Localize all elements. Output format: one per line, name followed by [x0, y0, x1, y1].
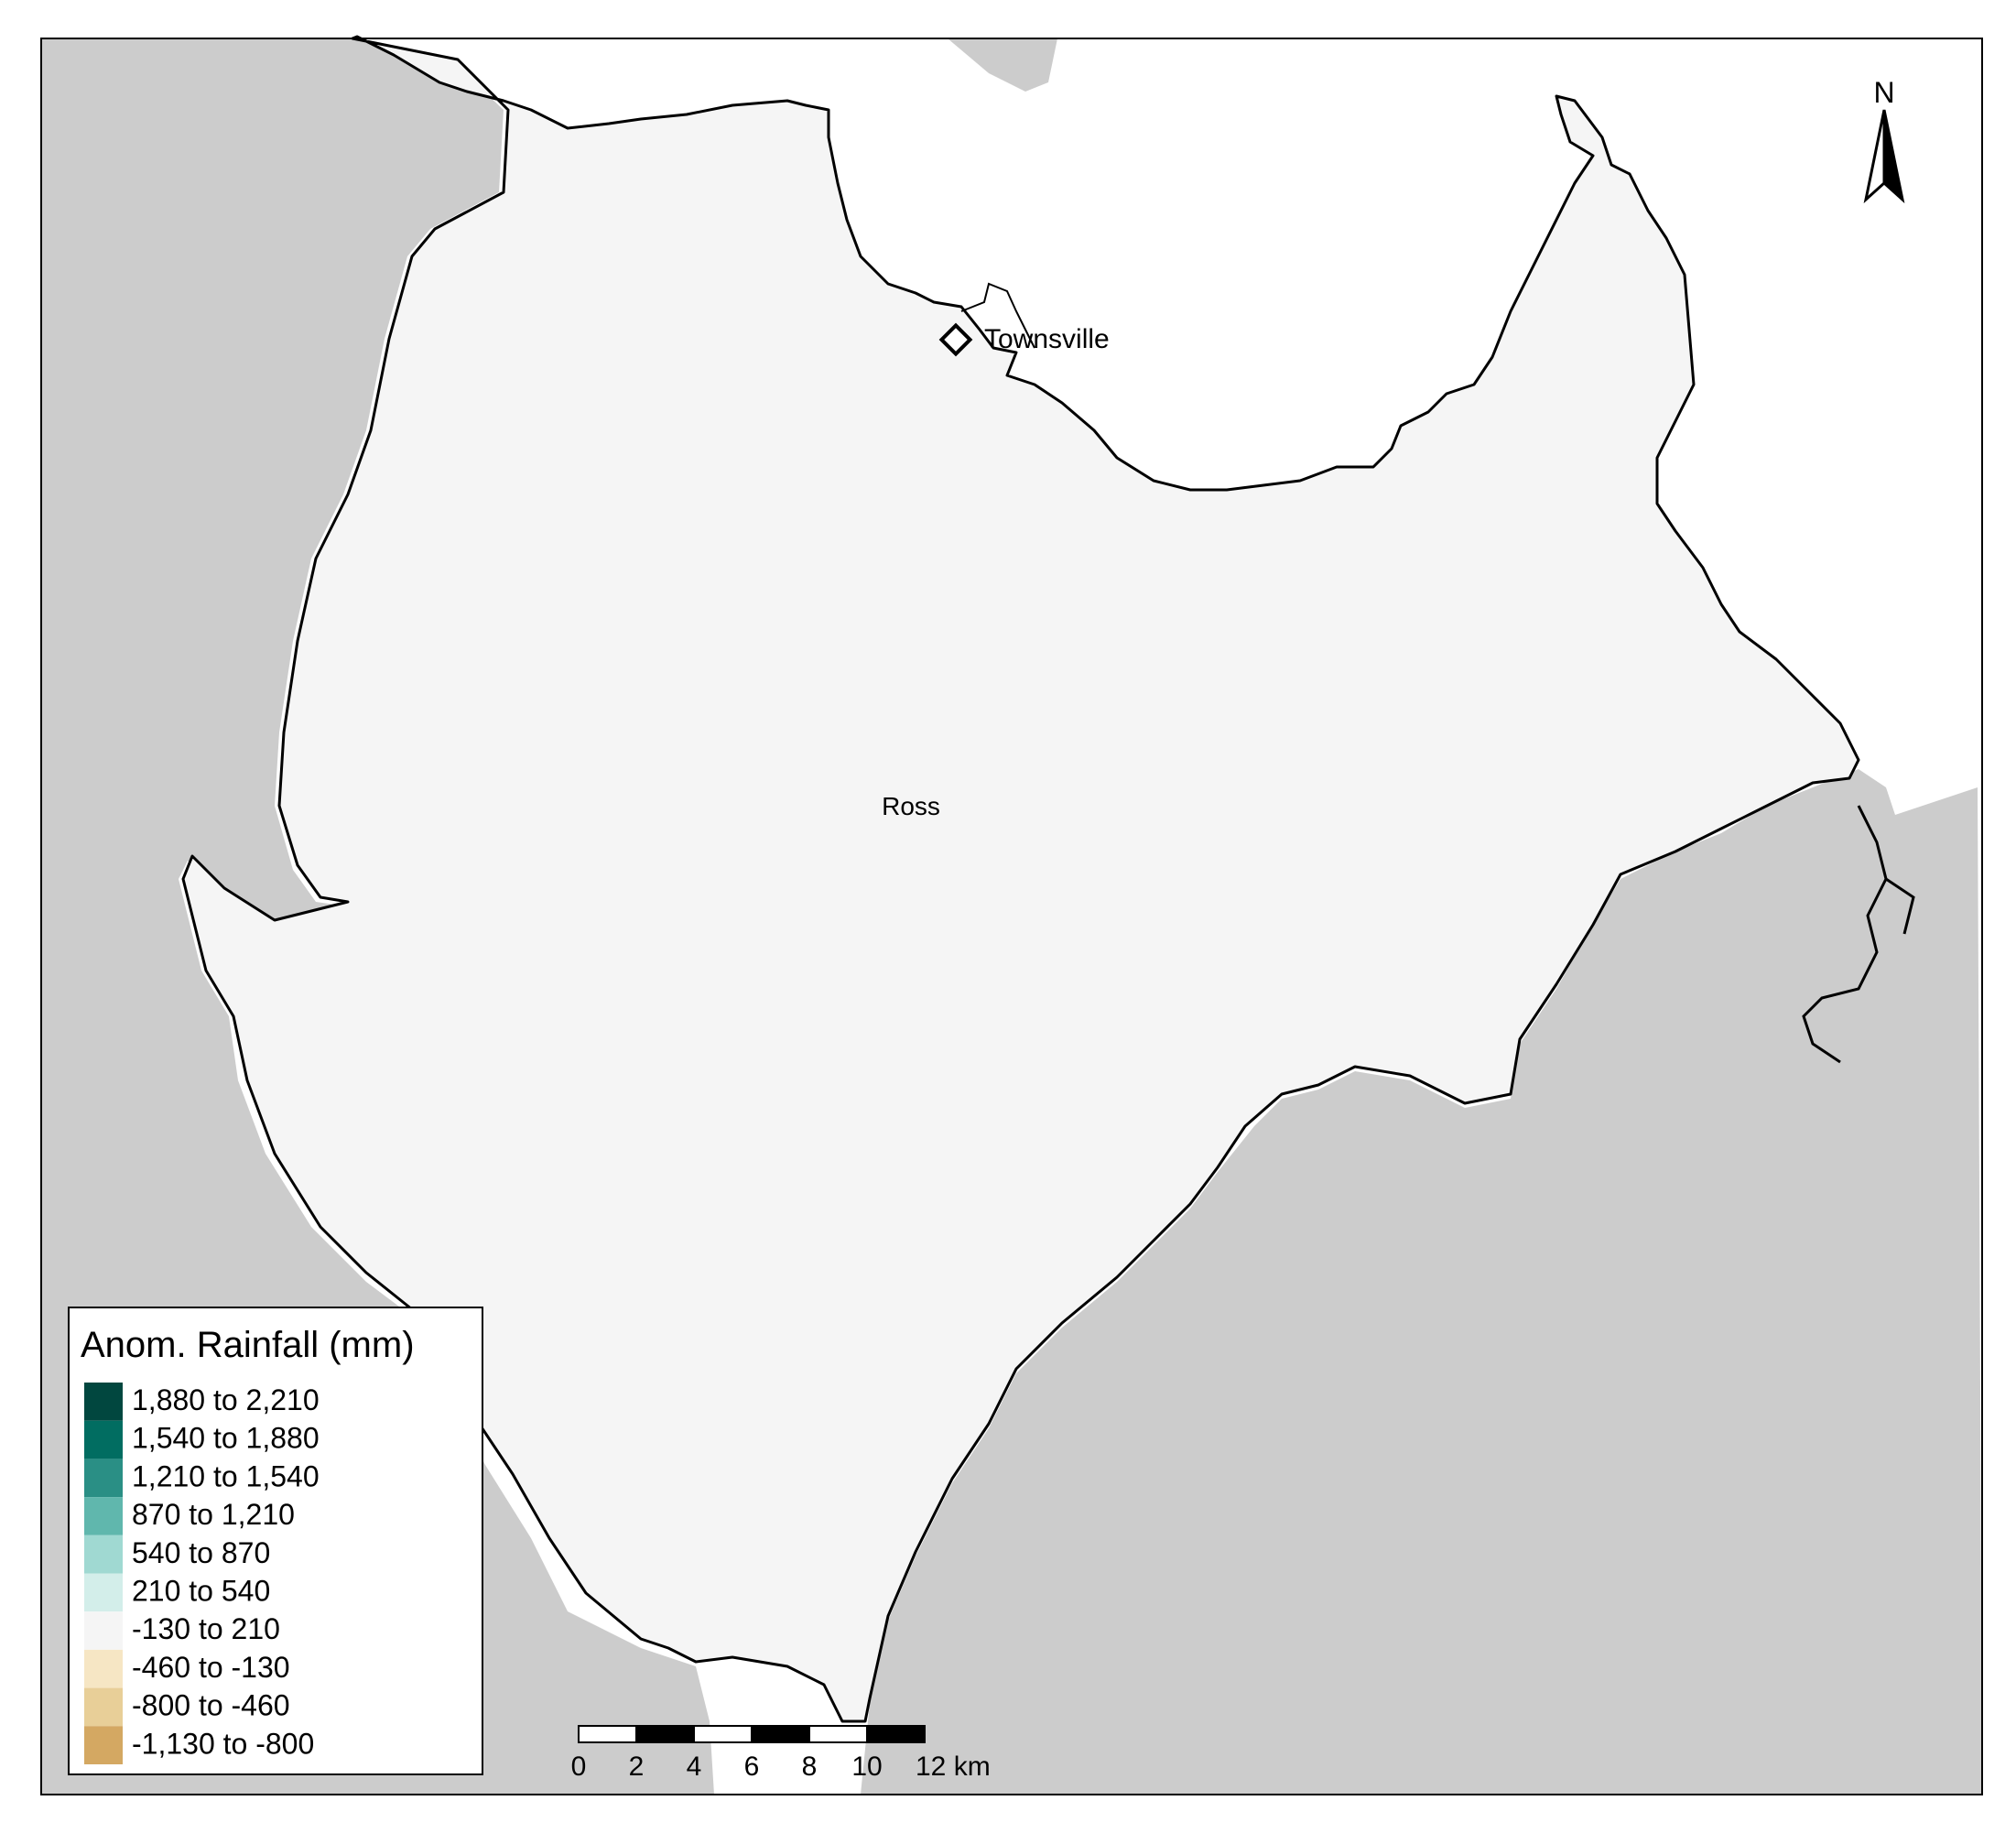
legend-item-label: 870 to 1,210: [132, 1498, 295, 1531]
scale-tick-label: 12 km: [916, 1752, 991, 1782]
scale-segments: [578, 1725, 926, 1743]
north-arrow-label: N: [1873, 76, 1894, 109]
river-branch: [1885, 877, 1915, 935]
north-island: [948, 38, 1057, 92]
scale-tick-label: 0: [571, 1752, 587, 1782]
scale-segment: [578, 1725, 637, 1743]
coastline-detail: [960, 282, 1035, 349]
scale-segment: [751, 1725, 810, 1743]
legend-swatch: [84, 1497, 123, 1535]
legend: Anom. Rainfall (mm) 1,880 to 2,210 1,540 …: [68, 1307, 483, 1775]
legend-swatch: [84, 1573, 123, 1612]
scale-segment: [693, 1725, 753, 1743]
north-arrow: N: [1863, 76, 1905, 204]
legend-item-label: 1,210 to 1,540: [132, 1459, 320, 1492]
legend-swatch: [84, 1535, 123, 1574]
scale-tick-label: 8: [802, 1752, 818, 1782]
scale-segment: [808, 1725, 868, 1743]
legend-item-label: -800 to -460: [132, 1689, 290, 1722]
legend-items: 1,880 to 2,210 1,540 to 1,880 1,210 to 1,5…: [84, 1383, 320, 1764]
legend-item-label: 1,540 to 1,880: [132, 1422, 320, 1455]
legend-item-label: 540 to 870: [132, 1536, 270, 1569]
legend-swatch: [84, 1383, 123, 1421]
townsville-marker[interactable]: Townsville: [938, 322, 1110, 357]
region-label: Ross: [882, 792, 940, 820]
legend-item-label: 1,880 to 2,210: [132, 1383, 320, 1416]
legend-swatch: [84, 1726, 123, 1764]
scale-ticks: 0 2 4 6 8 10 12 km: [571, 1752, 991, 1782]
legend-item-label: 210 to 540: [132, 1575, 270, 1608]
city-label: Townsville: [984, 324, 1110, 354]
legend-swatch: [84, 1459, 123, 1498]
map-border: [40, 38, 1983, 1795]
legend-swatch: [84, 1687, 123, 1727]
southeast-land: [861, 769, 1982, 1795]
north-arrow-right-icon: [1882, 109, 1905, 204]
city-diamond-icon: [938, 322, 973, 357]
scale-segment: [635, 1725, 695, 1743]
legend-item-label: -130 to 210: [132, 1612, 280, 1645]
scale-tick-label: 6: [744, 1752, 760, 1782]
ross-region[interactable]: [181, 35, 1860, 1723]
legend-swatch: [84, 1420, 123, 1459]
legend-box: [68, 1307, 483, 1775]
legend-item-label: -460 to -130: [132, 1651, 290, 1684]
river-line: [1802, 805, 1888, 1064]
scale-tick-label: 10: [851, 1752, 882, 1782]
legend-item-label: -1,130 to -800: [132, 1727, 314, 1760]
legend-swatch: [84, 1611, 123, 1650]
scale-segment: [866, 1725, 926, 1743]
scale-bar: 0 2 4 6 8 10 12 km: [571, 1725, 991, 1782]
legend-swatch: [84, 1649, 123, 1688]
scale-tick-label: 2: [629, 1752, 645, 1782]
scale-tick-label: 4: [687, 1752, 702, 1782]
legend-title: Anom. Rainfall (mm): [81, 1325, 415, 1365]
